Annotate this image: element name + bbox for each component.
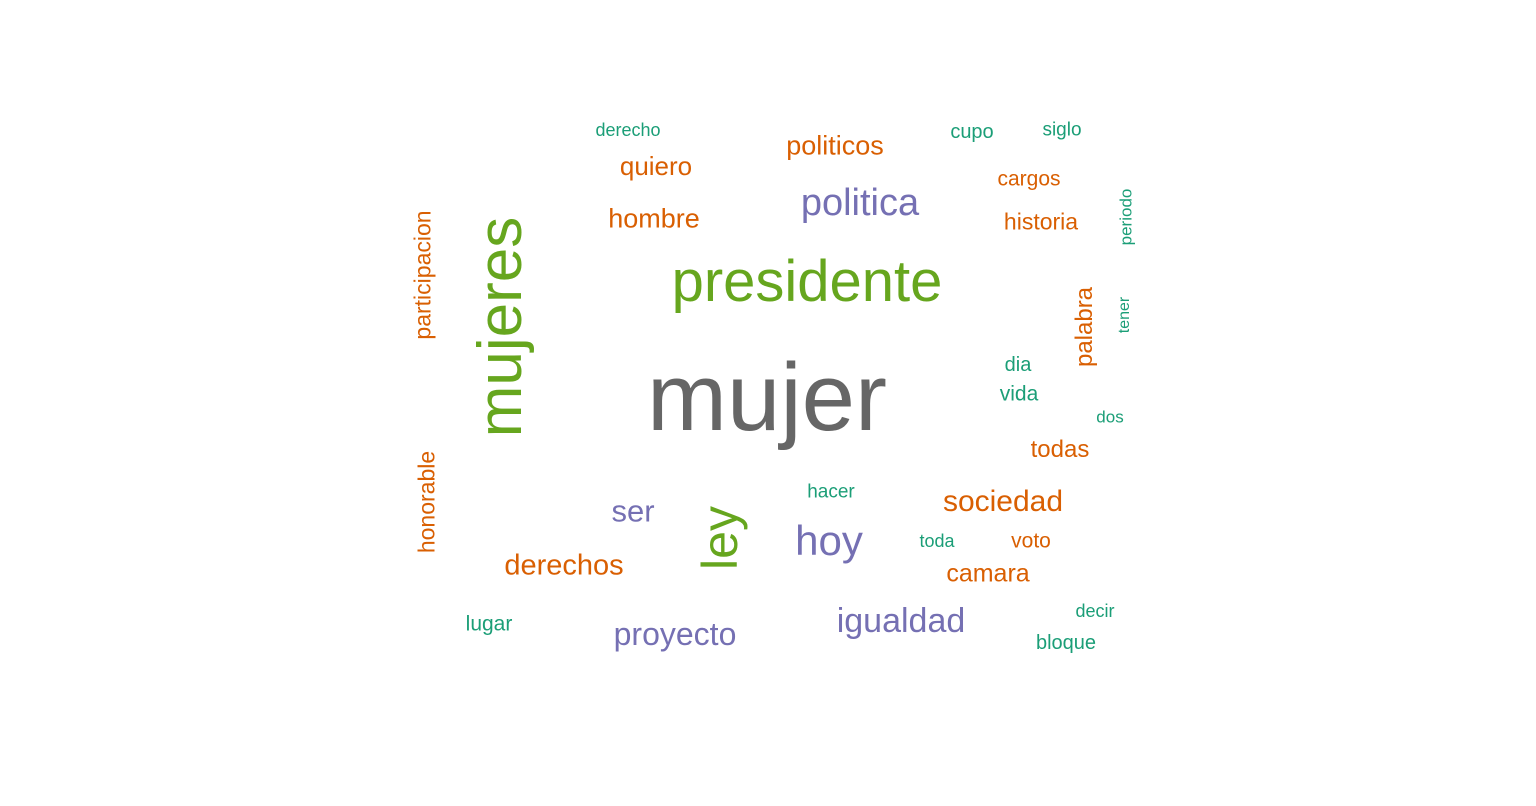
word-honorable: honorable [413, 450, 440, 554]
word-politica: politica [800, 182, 920, 224]
word-quiero: quiero [619, 151, 693, 181]
word-mujeres: mujeres [466, 216, 535, 438]
word-vida: vida [999, 382, 1039, 406]
word-hoy: hoy [795, 517, 863, 564]
word-hombre: hombre [608, 203, 700, 234]
word-ser: ser [611, 493, 655, 529]
word-mujer: mujer [646, 344, 888, 451]
word-todas: todas [1030, 436, 1090, 463]
word-cargos: cargos [997, 167, 1061, 191]
word-dia: dia [1004, 354, 1032, 376]
word-proyecto: proyecto [613, 616, 737, 652]
word-periodo: periodo [1116, 188, 1136, 246]
word-decir: decir [1075, 601, 1115, 621]
word-participacion: participacion [409, 210, 436, 340]
word-dos: dos [1096, 407, 1124, 427]
word-tener: tener [1116, 296, 1133, 334]
word-siglo: siglo [1042, 119, 1082, 141]
word-hacer: hacer [807, 481, 855, 503]
word-politicos: politicos [786, 130, 884, 161]
word-historia: historia [1003, 208, 1079, 235]
word-palabra: palabra [1071, 286, 1098, 368]
word-derechos: derechos [504, 549, 624, 582]
word-sociedad: sociedad [942, 485, 1064, 518]
word-igualdad: igualdad [836, 602, 966, 640]
word-derecho: derecho [595, 120, 661, 140]
word-presidente: presidente [671, 249, 943, 314]
word-camara: camara [946, 559, 1030, 588]
word-lugar: lugar [465, 612, 513, 636]
word-ley: ley [692, 506, 748, 570]
word-bloque: bloque [1035, 632, 1097, 654]
word-cupo: cupo [950, 121, 994, 143]
word-voto: voto [1011, 529, 1051, 553]
word-toda: toda [919, 531, 955, 551]
